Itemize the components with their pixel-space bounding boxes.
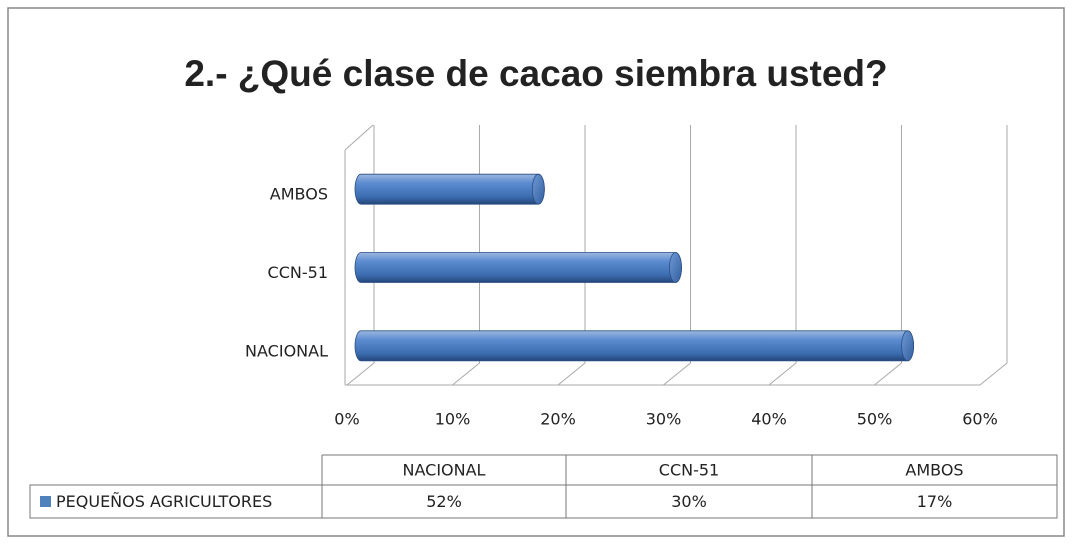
x-tick-label: 10% <box>435 410 471 429</box>
table-value: 30% <box>671 492 707 511</box>
table-value: 17% <box>917 492 953 511</box>
x-tick-label: 20% <box>540 410 576 429</box>
axes-walls <box>344 124 980 386</box>
grid-line <box>663 125 691 386</box>
x-tick-label: 60% <box>962 410 998 429</box>
grid-line <box>874 125 902 386</box>
bar-cap <box>531 173 545 205</box>
x-tick-label: 40% <box>751 410 787 429</box>
grid-line <box>768 125 797 386</box>
table-header: NACIONAL <box>403 461 486 480</box>
left-wall-top <box>344 124 374 151</box>
grid-line <box>979 125 1008 386</box>
x-tick-label: 30% <box>646 410 682 429</box>
bar-cap <box>669 252 682 283</box>
x-tick-label: 50% <box>857 410 893 429</box>
table-grid <box>29 454 1058 519</box>
y-tick-label: CCN-51 <box>268 263 328 282</box>
y-tick-label: AMBOS <box>270 185 328 204</box>
y-tick-label: NACIONAL <box>245 341 328 360</box>
bar <box>354 173 545 205</box>
bar-cap <box>901 330 914 362</box>
grid-line <box>557 125 586 386</box>
bar <box>354 330 914 362</box>
legend-swatch <box>40 496 51 507</box>
table-header: AMBOS <box>905 461 963 480</box>
bar <box>354 252 682 283</box>
table-value: 52% <box>426 492 462 511</box>
x-tick-label: 0% <box>334 410 359 429</box>
legend-label: PEQUEÑOS AGRICULTORES <box>56 492 272 511</box>
chart-title: 2.- ¿Qué clase de cacao siembra usted? <box>184 53 887 94</box>
table-header: CCN-51 <box>659 461 719 480</box>
